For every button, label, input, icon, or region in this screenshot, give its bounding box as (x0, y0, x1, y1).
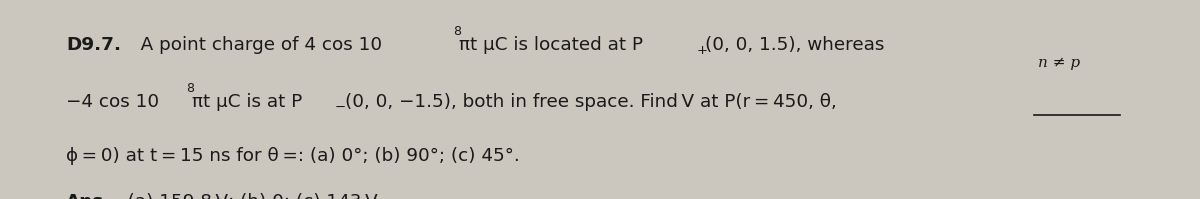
Text: A point charge of 4 cos 10: A point charge of 4 cos 10 (137, 36, 382, 54)
Text: ϕ = 0) at t = 15 ns for θ =: (a) 0°; (b) 90°; (c) 45°.: ϕ = 0) at t = 15 ns for θ =: (a) 0°; (b)… (66, 147, 520, 165)
Text: (a) 159.8 V; (b) 0; (c) 143 V: (a) 159.8 V; (b) 0; (c) 143 V (125, 193, 378, 199)
Text: πt μC is located at P: πt μC is located at P (460, 36, 643, 54)
Text: 8: 8 (454, 25, 461, 38)
Text: +: + (697, 44, 708, 57)
Text: (0, 0, −1.5), both in free space. Find V at P(r = 450, θ,: (0, 0, −1.5), both in free space. Find V… (344, 93, 836, 110)
Text: πt μC is at P: πt μC is at P (192, 93, 302, 110)
Text: Ans.: Ans. (66, 193, 112, 199)
Text: −4 cos 10: −4 cos 10 (66, 93, 160, 110)
Text: D9.7.: D9.7. (66, 36, 121, 54)
Text: (0, 0, 1.5), whereas: (0, 0, 1.5), whereas (706, 36, 884, 54)
Text: 8: 8 (186, 82, 194, 95)
Text: −: − (335, 100, 346, 113)
Text: n ≠ p: n ≠ p (1038, 56, 1080, 70)
